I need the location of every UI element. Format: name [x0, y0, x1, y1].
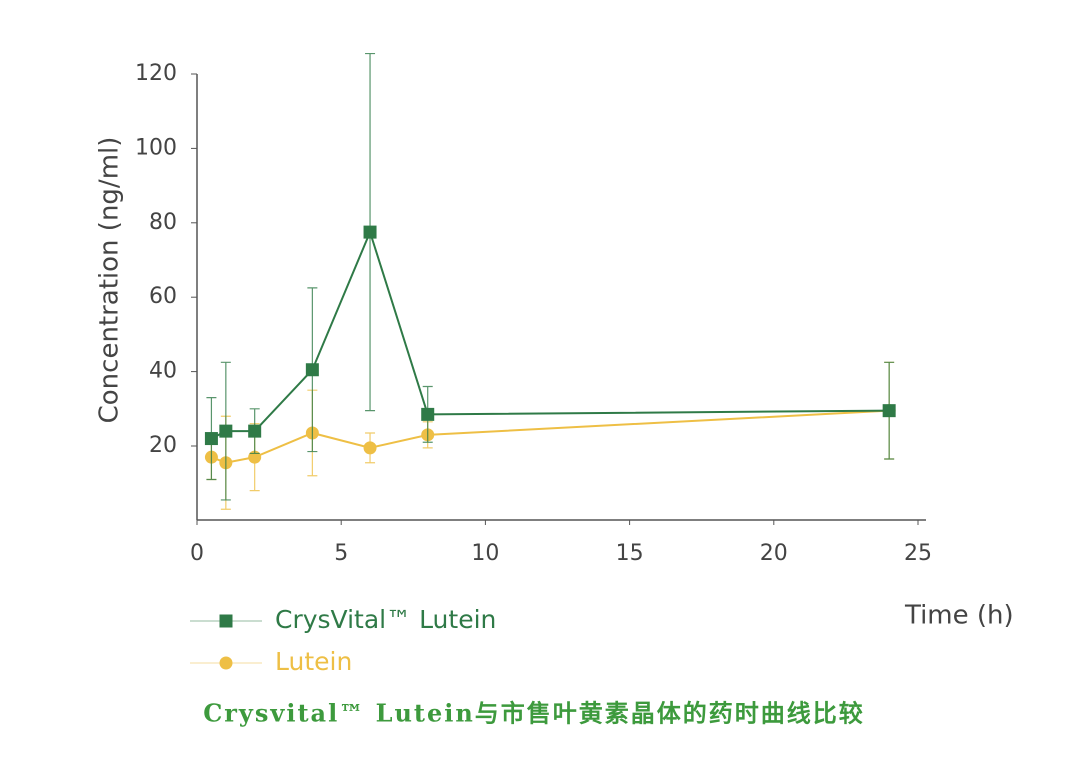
data-point: [305, 363, 319, 377]
legend-marker: [219, 656, 233, 670]
legend-label: CrysVital™ Lutein: [275, 605, 496, 634]
y-tick-label: 20: [149, 433, 177, 458]
legend-label: Lutein: [275, 647, 352, 676]
y-tick-label: 40: [149, 359, 177, 384]
caption: Crysvital™ Lutein与市售叶黄素晶体的药时曲线比较: [203, 699, 865, 728]
data-point: [248, 424, 262, 438]
x-tick-label: 15: [616, 541, 644, 566]
data-point: [363, 225, 377, 239]
x-tick-label: 0: [190, 541, 204, 566]
y-tick-label: 120: [135, 61, 177, 86]
x-tick-label: 20: [760, 541, 788, 566]
x-tick-label: 5: [334, 541, 348, 566]
data-point: [219, 424, 233, 438]
y-tick-label: 80: [149, 210, 177, 235]
legend-marker: [219, 614, 233, 628]
y-axis-label: Concentration (ng/ml): [95, 137, 125, 424]
data-point: [882, 404, 896, 418]
x-tick-label: 25: [904, 541, 932, 566]
y-tick-label: 100: [135, 135, 177, 160]
data-point: [363, 441, 377, 455]
data-point: [204, 432, 218, 446]
data-point: [421, 407, 435, 421]
x-tick-label: 10: [471, 541, 499, 566]
series-line: [210, 229, 890, 440]
y-tick-label: 60: [149, 284, 177, 309]
x-axis-label: Time (h): [904, 601, 1014, 631]
